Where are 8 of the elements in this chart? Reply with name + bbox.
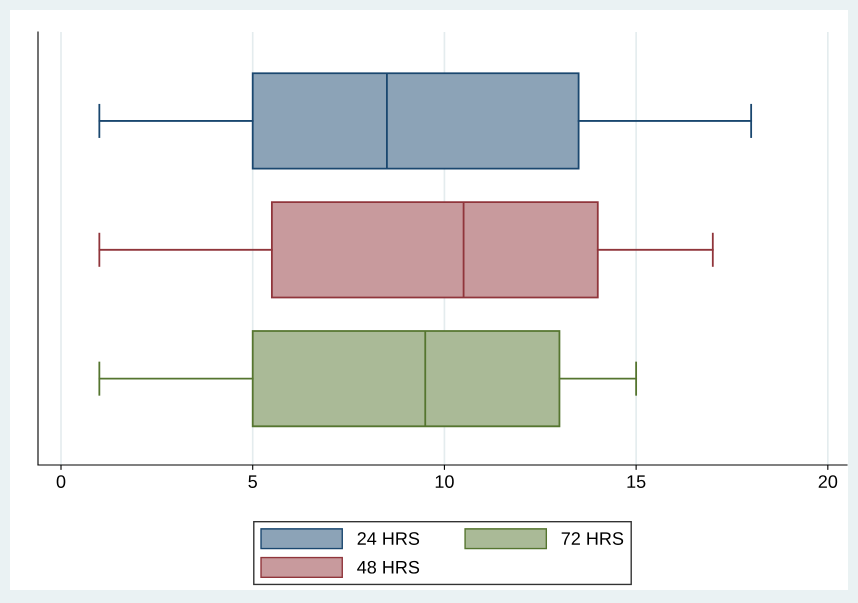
x-tick-label: 10	[436, 475, 454, 488]
x-tick-label: 5	[248, 475, 257, 488]
legend-label: 72 HRS	[562, 532, 624, 545]
x-tick-label: 20	[818, 475, 838, 488]
x-tick-label: 0	[56, 475, 66, 488]
legend-label: 24 HRS	[358, 532, 420, 545]
legend-label: 48 HRS	[357, 560, 420, 574]
x-tick-label: 15	[627, 475, 646, 488]
